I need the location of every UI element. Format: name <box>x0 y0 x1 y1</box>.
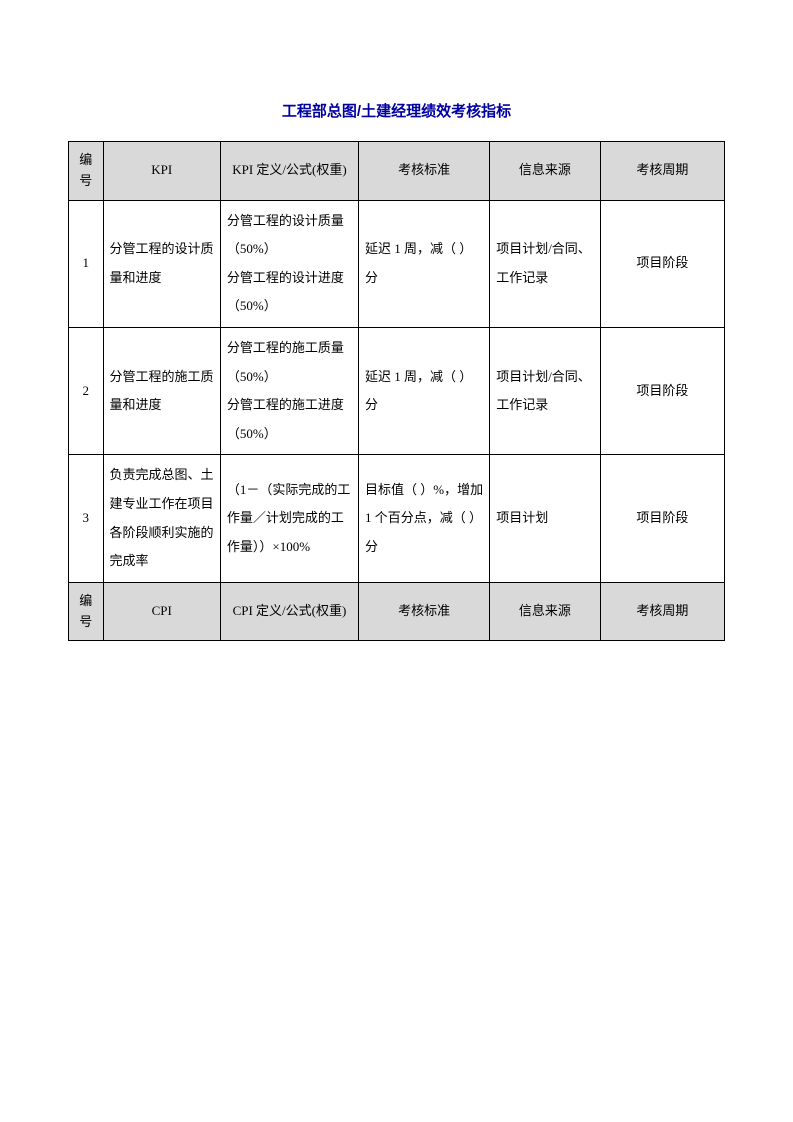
cell-def: （1－（实际完成的工作量／计划完成的工作量））×100% <box>220 455 358 582</box>
cell-src: 项目计划 <box>490 455 600 582</box>
kpi-table: 编号 KPI KPI 定义/公式(权重) 考核标准 信息来源 考核周期 1 分管… <box>68 141 725 641</box>
header-period: 考核周期 <box>600 142 724 201</box>
table-row: 2 分管工程的施工质量和进度 分管工程的施工质量（50%） 分管工程的施工进度（… <box>69 327 725 454</box>
cell-kpi: 分管工程的设计质量和进度 <box>103 200 220 327</box>
cell-num: 1 <box>69 200 104 327</box>
cell-period: 项目阶段 <box>600 200 724 327</box>
header-kpi: KPI <box>103 142 220 201</box>
cell-def: 分管工程的施工质量（50%） 分管工程的施工进度（50%） <box>220 327 358 454</box>
header-period: 考核周期 <box>600 582 724 641</box>
cell-def: 分管工程的设计质量（50%） 分管工程的设计进度（50%） <box>220 200 358 327</box>
page-title: 工程部总图/土建经理绩效考核指标 <box>68 100 725 121</box>
header-def: CPI 定义/公式(权重) <box>220 582 358 641</box>
table-row: 1 分管工程的设计质量和进度 分管工程的设计质量（50%） 分管工程的设计进度（… <box>69 200 725 327</box>
cell-std: 目标值（ ）%，增加 1 个百分点，减（ ）分 <box>359 455 490 582</box>
cell-period: 项目阶段 <box>600 455 724 582</box>
cpi-header-row: 编号 CPI CPI 定义/公式(权重) 考核标准 信息来源 考核周期 <box>69 582 725 641</box>
header-cpi: CPI <box>103 582 220 641</box>
header-std: 考核标准 <box>359 582 490 641</box>
cell-std: 延迟 1 周，减（ ）分 <box>359 327 490 454</box>
table-row: 3 负责完成总图、土建专业工作在项目各阶段顺利实施的完成率 （1－（实际完成的工… <box>69 455 725 582</box>
cell-num: 3 <box>69 455 104 582</box>
header-num: 编号 <box>69 582 104 641</box>
kpi-header-row: 编号 KPI KPI 定义/公式(权重) 考核标准 信息来源 考核周期 <box>69 142 725 201</box>
cell-kpi: 分管工程的施工质量和进度 <box>103 327 220 454</box>
header-std: 考核标准 <box>359 142 490 201</box>
cell-std: 延迟 1 周，减（ ）分 <box>359 200 490 327</box>
header-def: KPI 定义/公式(权重) <box>220 142 358 201</box>
header-num: 编号 <box>69 142 104 201</box>
cell-period: 项目阶段 <box>600 327 724 454</box>
header-src: 信息来源 <box>490 582 600 641</box>
header-src: 信息来源 <box>490 142 600 201</box>
cell-src: 项目计划/合同、工作记录 <box>490 327 600 454</box>
cell-src: 项目计划/合同、工作记录 <box>490 200 600 327</box>
cell-kpi: 负责完成总图、土建专业工作在项目各阶段顺利实施的完成率 <box>103 455 220 582</box>
cell-num: 2 <box>69 327 104 454</box>
